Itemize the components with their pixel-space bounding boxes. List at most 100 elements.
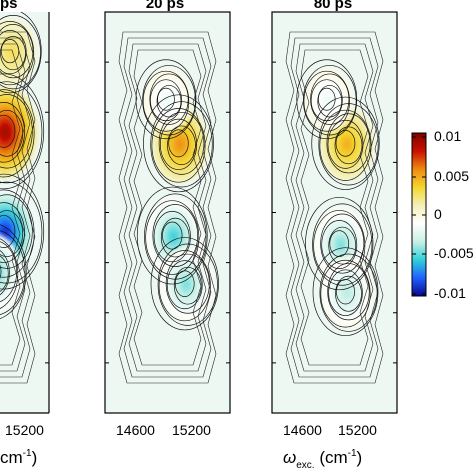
outer-contour-0 [118,31,217,384]
contour-2-3 [0,241,17,303]
contour-2-5 [173,266,202,305]
contour-3-3 [0,24,34,79]
panel-1-title: ps [0,0,18,12]
panel-3-contours [285,31,384,384]
contour-3-5 [0,36,26,71]
panel-3-xtick-14600: 14600 [283,422,322,438]
contour-2-0 [0,224,27,319]
contour-3-3 [149,73,189,125]
panel-1-xlabel-fragment: cm-1) [0,448,37,467]
contour-0-0 [143,94,214,193]
contour-0-0 [0,73,45,190]
contour-1-1 [312,203,373,286]
contour-0-4 [159,118,198,170]
contour-3-2 [303,70,350,132]
contour-3-6 [318,87,336,111]
contour-2-3 [327,263,370,321]
panel-2-title: 20 ps [146,0,184,12]
contour-3-1 [142,65,196,136]
heat-blob-2-level-7 [182,280,190,290]
contour-3-0 [296,59,358,140]
contour-1-2 [313,210,366,282]
panel-1: ps 15200 cm-1) [0,0,50,467]
outer-contour-2 [0,43,26,372]
contour-3-4 [150,79,182,122]
contour-2-4 [328,269,363,316]
heat-blob-1-level-7 [337,239,345,250]
panel-1-xtick-15200: 15200 [5,422,44,438]
colorbar-label-neg0.005: -0.005 [434,245,474,261]
contour-1-6 [0,215,16,248]
contour-3-0 [0,12,42,94]
contour-2-2 [158,250,211,322]
contour-0-5 [167,125,196,166]
outer-contour-2 [128,43,207,372]
contour-1-0 [305,196,374,291]
outer-contour-0 [285,31,384,384]
contour-3-3 [310,73,350,125]
contour-1-3 [152,204,199,267]
contour-0-2 [0,89,35,178]
contour-1-0 [136,186,208,285]
heat-blob-2-level-7 [343,288,351,298]
contour-2-5 [0,255,9,292]
contour-2-0 [150,237,219,331]
contour-0-3 [158,111,205,175]
outer-contour-3 [300,49,369,366]
heat-blob-2-level-4 [0,256,7,290]
colorbar-label-neg0.01: -0.01 [434,285,466,301]
heat-blob-0-level-7 [176,139,184,150]
panel-3-xlabel: ωexc. (cm-1) [283,448,362,471]
colorbar-label-0: 0 [434,206,442,222]
contour-3-5 [156,85,182,118]
contour-2-5 [335,275,362,312]
contour-2-2 [320,259,371,328]
panel-2: 20 ps 14600 15200 [104,0,231,438]
contour-1-5 [0,210,24,257]
panel-1-yticks [45,61,49,364]
contour-0-3 [0,94,33,169]
colorbar-ticks [412,136,426,295]
contour-0-2 [319,109,372,181]
contour-3-5 [317,85,343,118]
contour-2-4 [0,250,10,296]
contour-3-0 [135,59,197,140]
panel-2-xtick-15200: 15200 [172,422,211,438]
outer-contour-1 [290,37,379,378]
outer-contour-3 [133,49,202,366]
contour-0-4 [0,102,25,163]
outer-contour-2 [295,43,374,372]
contour-0-6 [168,129,189,158]
contour-1-4 [321,220,358,269]
contour-1-3 [0,194,33,269]
contour-3-4 [310,79,343,122]
contour-3-2 [0,21,35,86]
contour-0-2 [151,108,206,183]
contour-2-1 [157,243,218,326]
heat-blob-0-level-7 [343,139,351,149]
heat-blob-0-level-7 [1,126,10,139]
panel-3-map [272,12,397,413]
panel-1-contours [0,12,45,384]
panel-2-contours [118,31,219,384]
contour-2-6 [0,264,2,279]
contour-2-6 [336,279,355,305]
outer-contour-3 [0,49,21,366]
panel-2-yticks [105,61,230,364]
outer-contour-1 [123,37,212,378]
colorbar-label-0.01: 0.01 [434,128,461,144]
contour-2-1 [0,230,26,315]
contour-2-3 [165,253,210,314]
contour-3-1 [0,15,41,90]
panel-3: 80 ps 14600 15200 ωexc. (cm-1) [271,0,398,471]
contour-3-6 [157,87,175,111]
contour-2-6 [174,270,195,297]
outer-contour-0 [0,31,36,384]
panel-3-xtick-15200: 15200 [338,422,377,438]
contour-3-6 [0,39,20,64]
contour-1-6 [162,221,183,250]
colorbar-label-0.005: 0.005 [434,168,469,184]
contour-1-0 [0,173,45,290]
contour-1-4 [153,210,191,263]
